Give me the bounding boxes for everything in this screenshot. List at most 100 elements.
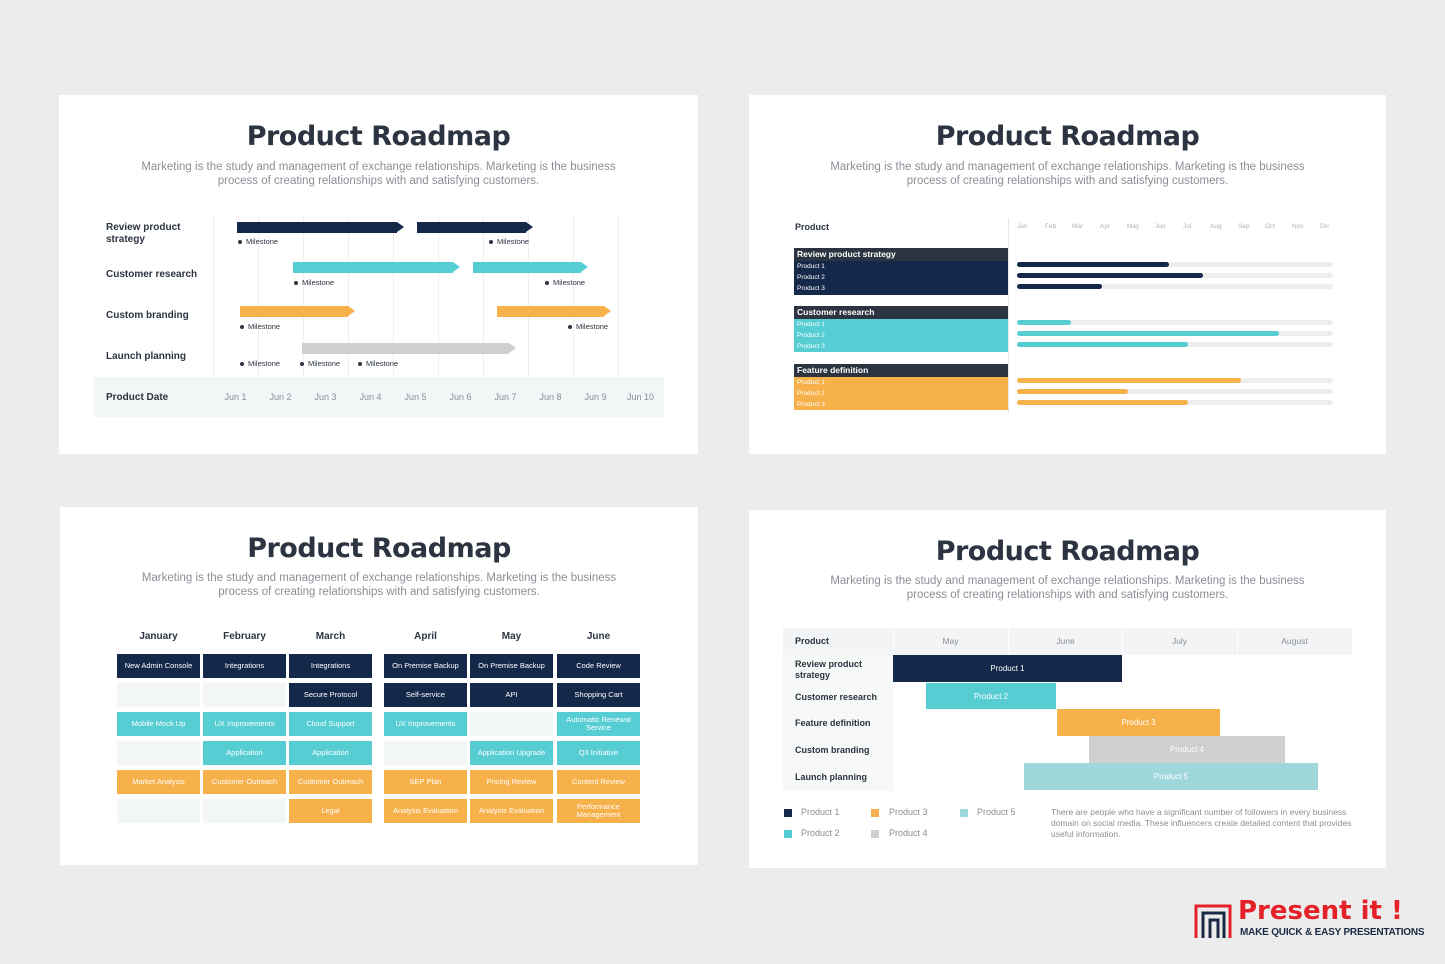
section-item: Product 2 bbox=[797, 390, 825, 397]
slide-subtitle: Marketing is the study and management of… bbox=[830, 161, 1305, 187]
grid-cell: Content Review bbox=[557, 770, 640, 794]
date-label: Jun 3 bbox=[314, 392, 337, 402]
date-label: Jun 8 bbox=[539, 392, 562, 402]
milestone-label: Milestone bbox=[238, 237, 278, 246]
grid-cell: Analysis Evaluation bbox=[470, 799, 553, 823]
grid-cell: UX Improvements bbox=[203, 712, 286, 736]
progress-fill bbox=[1017, 284, 1103, 289]
grid-cell-empty bbox=[117, 741, 200, 765]
month-label: Mar bbox=[1072, 223, 1084, 230]
grid-cell: Cloud Support bbox=[289, 712, 372, 736]
month-header: July bbox=[1122, 628, 1236, 654]
progress-fill bbox=[1017, 331, 1280, 336]
progress-fill bbox=[1017, 400, 1188, 405]
progress-fill bbox=[1017, 262, 1169, 267]
grid-cell: Application bbox=[203, 741, 286, 765]
progress-fill bbox=[1017, 273, 1204, 278]
grid-cell: Shopping Cart bbox=[557, 683, 640, 707]
grid-cell: Performance Management bbox=[557, 799, 640, 823]
section-item: Product 3 bbox=[797, 343, 825, 350]
grid-cell: Q3 Initiative bbox=[557, 741, 640, 765]
grid-cell: New Admin Console bbox=[117, 654, 200, 678]
brand-logo: Present it ! MAKE QUICK & EASY PRESENTAT… bbox=[1194, 896, 1434, 946]
grid-cell: Application bbox=[289, 741, 372, 765]
grid-cell-empty bbox=[470, 712, 553, 736]
column-header-product: Product bbox=[795, 636, 830, 646]
grid-cell: Automatic Renewal Service bbox=[557, 712, 640, 736]
bar-branding-1 bbox=[240, 306, 355, 317]
month-label: Sep bbox=[1238, 223, 1250, 230]
month-header: February bbox=[223, 631, 266, 642]
slide-title: Product Roadmap bbox=[247, 533, 511, 564]
month-label: Aug bbox=[1210, 223, 1222, 230]
footer-label: Product Date bbox=[106, 392, 169, 403]
legend-swatch bbox=[784, 809, 792, 817]
grid-cell: Customer Outreach bbox=[203, 770, 286, 794]
row-label: Feature definition bbox=[795, 718, 871, 728]
section-header: Customer research bbox=[794, 306, 1008, 319]
grid-cell-empty bbox=[203, 799, 286, 823]
progress-fill bbox=[1017, 320, 1071, 325]
row-label: Launch planning bbox=[795, 772, 867, 782]
slide-gantt-milestones: Product Roadmap Marketing is the study a… bbox=[59, 95, 698, 454]
month-header: August bbox=[1237, 628, 1351, 654]
bar-research-1 bbox=[293, 262, 460, 273]
grid-cell-empty bbox=[117, 683, 200, 707]
progress-track bbox=[1017, 320, 1333, 325]
milestone-label: Milestone bbox=[300, 359, 340, 368]
legend-swatch bbox=[960, 809, 968, 817]
progress-track bbox=[1017, 284, 1333, 289]
month-header: April bbox=[414, 631, 437, 642]
brand-name: Present it ! bbox=[1238, 896, 1403, 926]
month-header: January bbox=[139, 631, 178, 642]
month-header: May bbox=[501, 631, 522, 642]
brand-mark-icon bbox=[1194, 904, 1232, 938]
slide-title: Product Roadmap bbox=[935, 536, 1200, 567]
month-label: Dic bbox=[1320, 223, 1330, 230]
slide-timeline-table: Product Roadmap Marketing is the study a… bbox=[749, 510, 1386, 868]
grid-cell: Self-service bbox=[384, 683, 467, 707]
section-item: Product 1 bbox=[797, 321, 825, 328]
timeline-bar: Product 1 bbox=[893, 655, 1122, 682]
section-header: Feature definition bbox=[794, 364, 1008, 377]
section-body: Product 1 Product 2 Product 3 bbox=[794, 261, 1008, 295]
section-item: Product 3 bbox=[797, 401, 825, 408]
bar-review-1 bbox=[237, 222, 404, 233]
date-label: Jun 1 bbox=[224, 392, 247, 402]
slide-subtitle: Marketing is the study and management of… bbox=[141, 572, 617, 598]
section-header: Review product strategy bbox=[794, 248, 1008, 261]
milestone-label: Milestone bbox=[358, 359, 398, 368]
month-label: Apr bbox=[1100, 223, 1111, 230]
date-label: Jun 2 bbox=[269, 392, 292, 402]
bar-research-2 bbox=[473, 262, 588, 273]
brand-tagline: MAKE QUICK & EASY PRESENTATIONS bbox=[1240, 927, 1425, 938]
milestone-label: Milestone bbox=[294, 278, 334, 287]
grid-cell: Pricing Review bbox=[470, 770, 553, 794]
section-item: Product 3 bbox=[797, 285, 825, 292]
legend-swatch bbox=[871, 809, 879, 817]
date-label: Jun 7 bbox=[494, 392, 517, 402]
date-label: Jun 5 bbox=[404, 392, 427, 402]
slide-subtitle: Marketing is the study and management of… bbox=[141, 161, 616, 187]
date-footer-row bbox=[94, 377, 664, 417]
month-label: Jan bbox=[1017, 223, 1028, 230]
progress-fill bbox=[1017, 378, 1242, 383]
bar-branding-2 bbox=[497, 306, 611, 317]
month-header: June bbox=[586, 631, 611, 642]
grid-cell: Application Upgrade bbox=[470, 741, 553, 765]
timeline-bar: Product 2 bbox=[926, 683, 1056, 709]
milestone-label: Milestone bbox=[489, 237, 529, 246]
month-label: Oct bbox=[1265, 223, 1276, 230]
progress-track bbox=[1017, 389, 1333, 394]
timeline-bar: Product 5 bbox=[1024, 763, 1318, 790]
grid-cell: Mobile Mock Up bbox=[117, 712, 200, 736]
timeline-bar: Product 3 bbox=[1057, 709, 1220, 736]
grid-cell: SEP Plan bbox=[384, 770, 467, 794]
legend-label: Product 4 bbox=[889, 828, 928, 838]
row-label: Review product strategy bbox=[795, 659, 863, 680]
month-header: May bbox=[893, 628, 1007, 654]
month-label: Feb bbox=[1045, 223, 1057, 230]
row-label: Customer research bbox=[795, 692, 878, 702]
date-label: Jun 6 bbox=[449, 392, 472, 402]
section-item: Product 1 bbox=[797, 263, 825, 270]
